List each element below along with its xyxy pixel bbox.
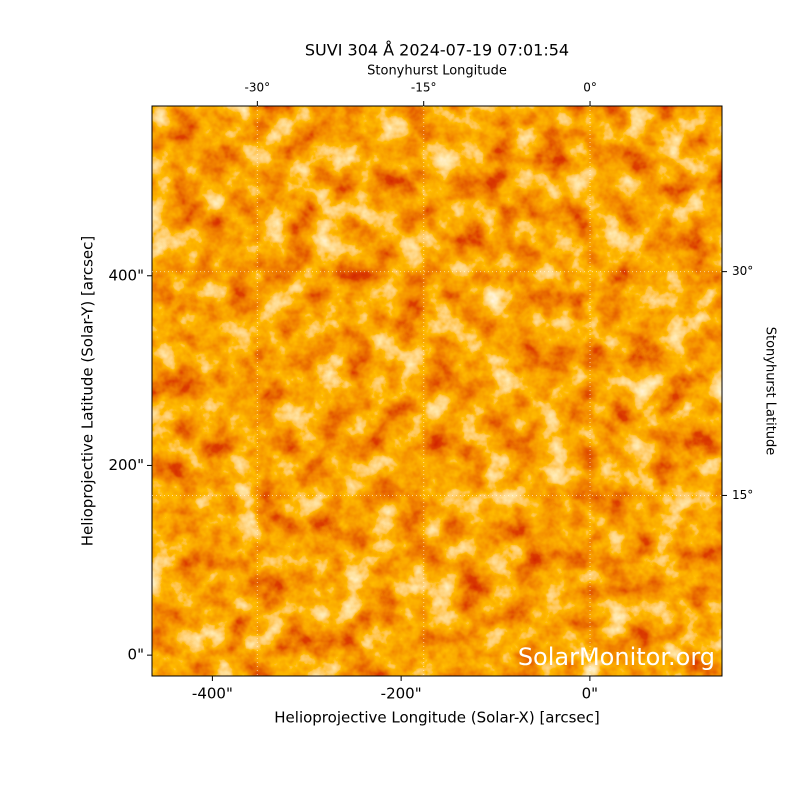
x2-tick-label: -15° <box>411 81 437 95</box>
x2-axis-label: Stonyhurst Longitude <box>367 64 507 79</box>
x-tick-label: 0" <box>582 685 598 703</box>
y2-tick-label: 30° <box>732 264 753 278</box>
y2-tick-label: 15° <box>732 488 753 502</box>
axes-frame <box>151 105 723 677</box>
watermark: SolarMonitor.org <box>518 643 715 671</box>
x-axis-label: Helioprojective Longitude (Solar-X) [arc… <box>274 709 599 727</box>
x2-tick-label: -30° <box>245 81 271 95</box>
chart-title: SUVI 304 Å 2024-07-19 07:01:54 <box>305 41 569 60</box>
x2-tick-label: 0° <box>583 81 597 95</box>
y-tick-label: 0" <box>128 646 144 664</box>
x-tick-label: -400" <box>192 685 233 703</box>
solar-image <box>152 106 722 676</box>
y-tick-label: 400" <box>108 266 144 284</box>
y2-axis-label: Stonyhurst Latitude <box>763 327 778 456</box>
y-tick-label: 200" <box>108 456 144 474</box>
y-axis-label: Helioprojective Latitude (Solar-Y) [arcs… <box>79 236 97 546</box>
x-tick-label: -200" <box>381 685 422 703</box>
